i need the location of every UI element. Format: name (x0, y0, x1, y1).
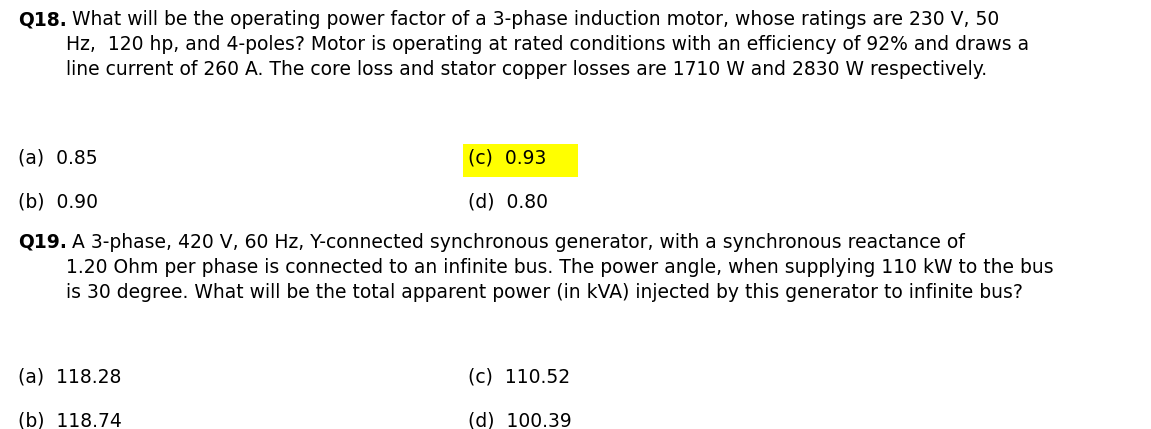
Text: (d)  100.39: (d) 100.39 (468, 411, 572, 429)
Text: (b)  118.74: (b) 118.74 (18, 411, 122, 429)
Text: A 3-phase, 420 V, 60 Hz, Y-connected synchronous generator, with a synchronous r: A 3-phase, 420 V, 60 Hz, Y-connected syn… (66, 233, 1053, 302)
Text: (c)  0.93: (c) 0.93 (468, 148, 547, 167)
Text: (a)  0.85: (a) 0.85 (18, 148, 98, 167)
Text: Q19.: Q19. (18, 233, 67, 252)
FancyBboxPatch shape (13, 363, 145, 396)
Text: (c)  110.52: (c) 110.52 (468, 368, 571, 387)
Text: (b)  0.90: (b) 0.90 (18, 192, 98, 211)
Text: Q18.: Q18. (18, 10, 67, 29)
Text: (a)  118.28: (a) 118.28 (18, 368, 121, 387)
FancyBboxPatch shape (464, 144, 578, 177)
Text: What will be the operating power factor of a 3-phase induction motor, whose rati: What will be the operating power factor … (66, 10, 1029, 79)
Text: (d)  0.80: (d) 0.80 (468, 192, 548, 211)
